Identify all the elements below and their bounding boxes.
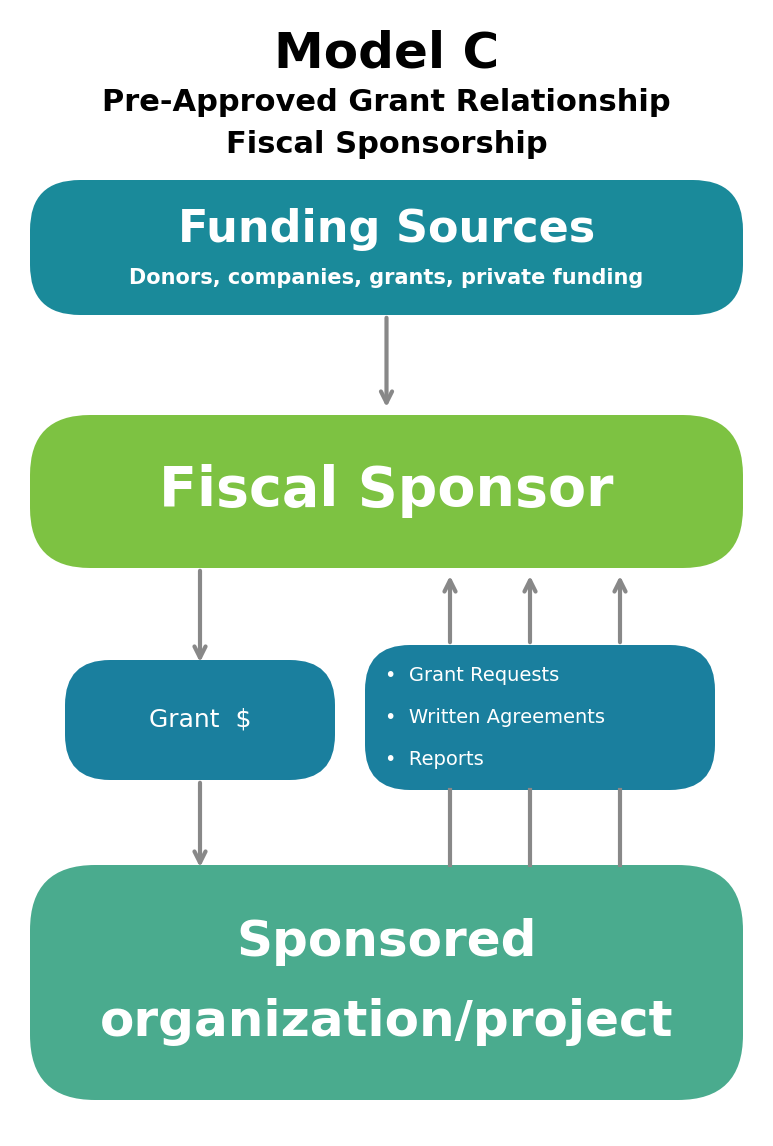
Text: Fiscal Sponsorship: Fiscal Sponsorship <box>226 129 547 159</box>
Text: •  Grant Requests: • Grant Requests <box>385 666 559 685</box>
Text: Donors, companies, grants, private funding: Donors, companies, grants, private fundi… <box>129 267 644 288</box>
Text: Model C: Model C <box>274 30 499 78</box>
Text: organization/project: organization/project <box>100 998 673 1046</box>
FancyBboxPatch shape <box>65 660 335 780</box>
FancyBboxPatch shape <box>30 415 743 568</box>
Text: Fiscal Sponsor: Fiscal Sponsor <box>159 464 614 518</box>
Text: •  Written Agreements: • Written Agreements <box>385 708 605 727</box>
FancyBboxPatch shape <box>30 865 743 1100</box>
FancyBboxPatch shape <box>365 645 715 790</box>
Text: Sponsored: Sponsored <box>237 918 536 966</box>
Text: •  Reports: • Reports <box>385 749 484 769</box>
Text: Grant  $: Grant $ <box>148 708 251 732</box>
Text: Funding Sources: Funding Sources <box>178 209 595 251</box>
FancyBboxPatch shape <box>30 180 743 315</box>
Text: Pre-Approved Grant Relationship: Pre-Approved Grant Relationship <box>102 88 671 117</box>
